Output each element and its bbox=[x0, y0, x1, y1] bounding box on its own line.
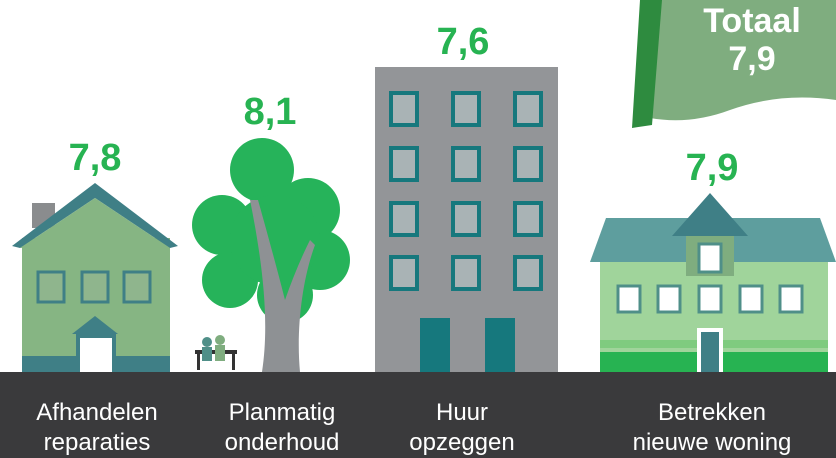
item-label: nieuwe woning bbox=[633, 429, 792, 456]
item-label: onderhoud bbox=[225, 429, 340, 456]
tree-icon bbox=[192, 138, 350, 372]
score: 7,9 bbox=[686, 147, 739, 189]
total-flag: Totaal 7,9 bbox=[632, 0, 836, 128]
score: 7,6 bbox=[437, 21, 490, 63]
total-score: 7,9 bbox=[728, 40, 775, 78]
item-label: Huur bbox=[436, 399, 488, 426]
item-label: reparaties bbox=[44, 429, 151, 456]
building-icon bbox=[375, 67, 558, 372]
item-label: Planmatig bbox=[229, 399, 336, 426]
score: 7,8 bbox=[69, 137, 122, 179]
item-label: opzeggen bbox=[409, 429, 514, 456]
ground-band bbox=[0, 372, 836, 458]
total-label: Totaal bbox=[703, 2, 801, 40]
house-icon bbox=[12, 183, 178, 372]
item-label: Betrekken bbox=[658, 399, 766, 426]
new-house-icon bbox=[590, 193, 836, 372]
score: 8,1 bbox=[244, 91, 297, 133]
item-label: Afhandelen bbox=[36, 399, 157, 426]
